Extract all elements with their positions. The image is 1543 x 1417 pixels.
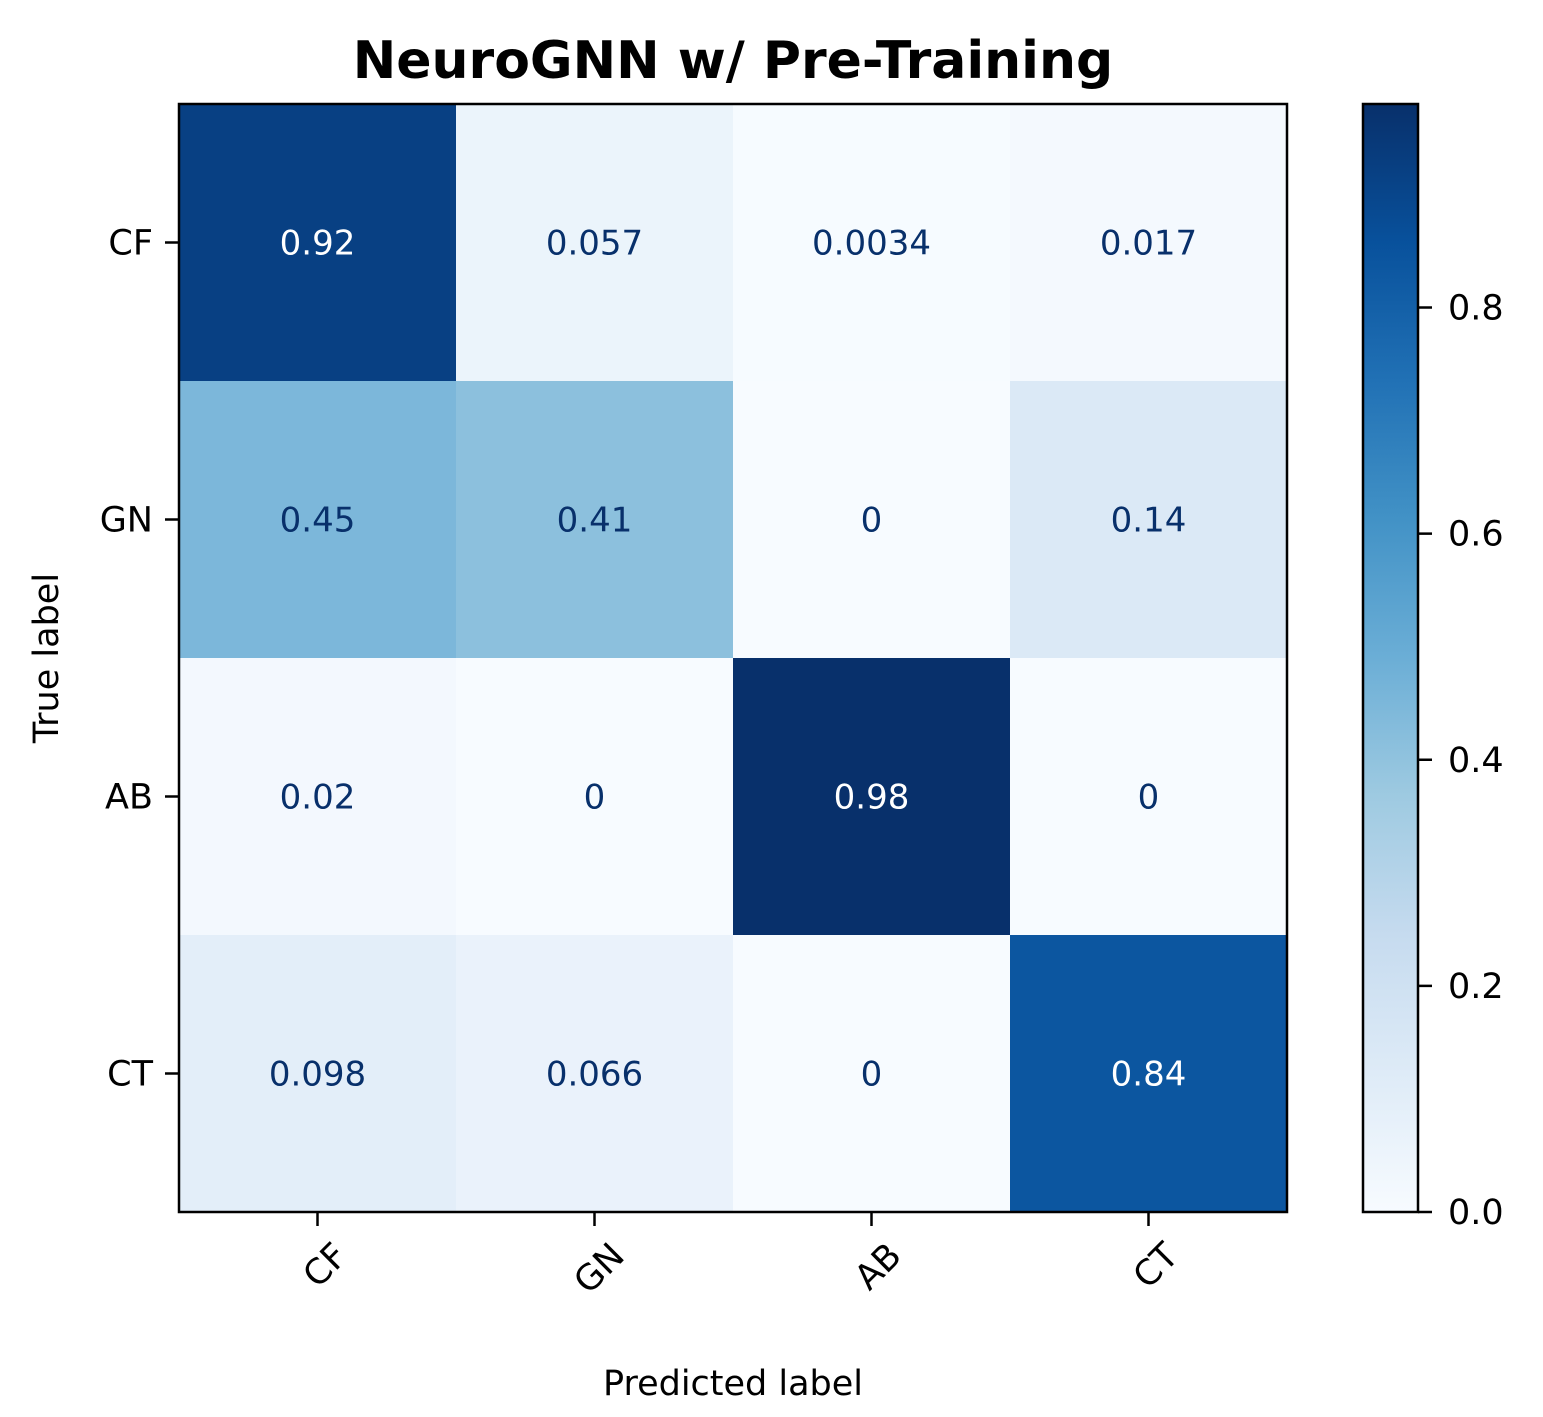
cell-value-label: 0.02 <box>280 778 356 818</box>
cell-value-label: 0.0034 <box>812 224 931 264</box>
heatmap-cell <box>1010 658 1288 936</box>
cell-value-label: 0.41 <box>557 501 633 541</box>
cell-value-label: 0.098 <box>269 1055 366 1095</box>
heatmap-cell <box>179 658 457 936</box>
heatmap-cell <box>1010 104 1288 382</box>
heatmap-cell <box>456 935 734 1213</box>
colorbar <box>1361 102 1420 1214</box>
colorbar-tick-label: 0.4 <box>1448 741 1504 781</box>
heatmap-cell <box>1010 935 1288 1213</box>
heatmap-cell <box>733 935 1011 1213</box>
heatmap-cells: 0.92 0.057 0.0034 0.017 0.45 0.41 0 0.14 0.02 0 0.… <box>179 104 1288 1213</box>
colorbar-tick-label: 0.6 <box>1448 515 1504 555</box>
cell-value-label: 0.057 <box>546 224 643 264</box>
colorbar-tick-label: 0.2 <box>1448 967 1504 1007</box>
cell-value-label: 0.98 <box>834 778 910 818</box>
x-tick-label: GN <box>567 1236 633 1302</box>
cell-value-label: 0.066 <box>546 1055 643 1095</box>
cell-value-label: 0 <box>584 778 606 818</box>
heatmap-cell <box>456 381 734 659</box>
x-axis-label: Predicted label <box>603 1364 863 1404</box>
cell-value-label: 0 <box>1138 778 1160 818</box>
cell-value-label: 0.84 <box>1111 1055 1187 1095</box>
heatmap-cell <box>733 658 1011 936</box>
heatmap-cell <box>1010 381 1288 659</box>
cell-value-label: 0.45 <box>280 501 356 541</box>
y-axis-label: True label <box>27 573 67 744</box>
heatmap-cell <box>179 381 457 659</box>
colorbar-tick-label: 0.0 <box>1448 1193 1504 1233</box>
colorbar-tick-label: 0.8 <box>1448 289 1504 329</box>
y-tick-label: GN <box>100 501 153 541</box>
x-tick-label: AB <box>847 1236 909 1298</box>
y-tick-label: CF <box>108 224 153 264</box>
cell-value-label: 0.92 <box>280 224 356 264</box>
x-axis: CF GN AB CT <box>296 1212 1187 1302</box>
colorbar-axis: 0.0 0.2 0.4 0.6 0.8 <box>1418 289 1504 1233</box>
heatmap-cell <box>179 935 457 1213</box>
heatmap-cell <box>733 381 1011 659</box>
x-tick-label: CF <box>296 1236 356 1296</box>
cell-value-label: 0 <box>861 1055 883 1095</box>
plot-frame <box>177 102 1289 1214</box>
heatmap-cell <box>456 658 734 936</box>
heatmap-cell <box>456 104 734 382</box>
heatmap-cell <box>733 104 1011 382</box>
cell-value-label: 0.14 <box>1111 501 1187 541</box>
y-tick-label: AB <box>105 778 153 818</box>
heatmap-cell <box>179 104 457 382</box>
x-tick-label: CT <box>1126 1235 1187 1296</box>
y-tick-label: CT <box>107 1055 153 1095</box>
cell-value-label: 0.017 <box>1100 224 1197 264</box>
chart-title: NeuroGNN w/ Pre-Training <box>353 31 1114 91</box>
cell-value-label: 0 <box>861 501 883 541</box>
y-axis: CF GN AB CT <box>100 224 179 1095</box>
